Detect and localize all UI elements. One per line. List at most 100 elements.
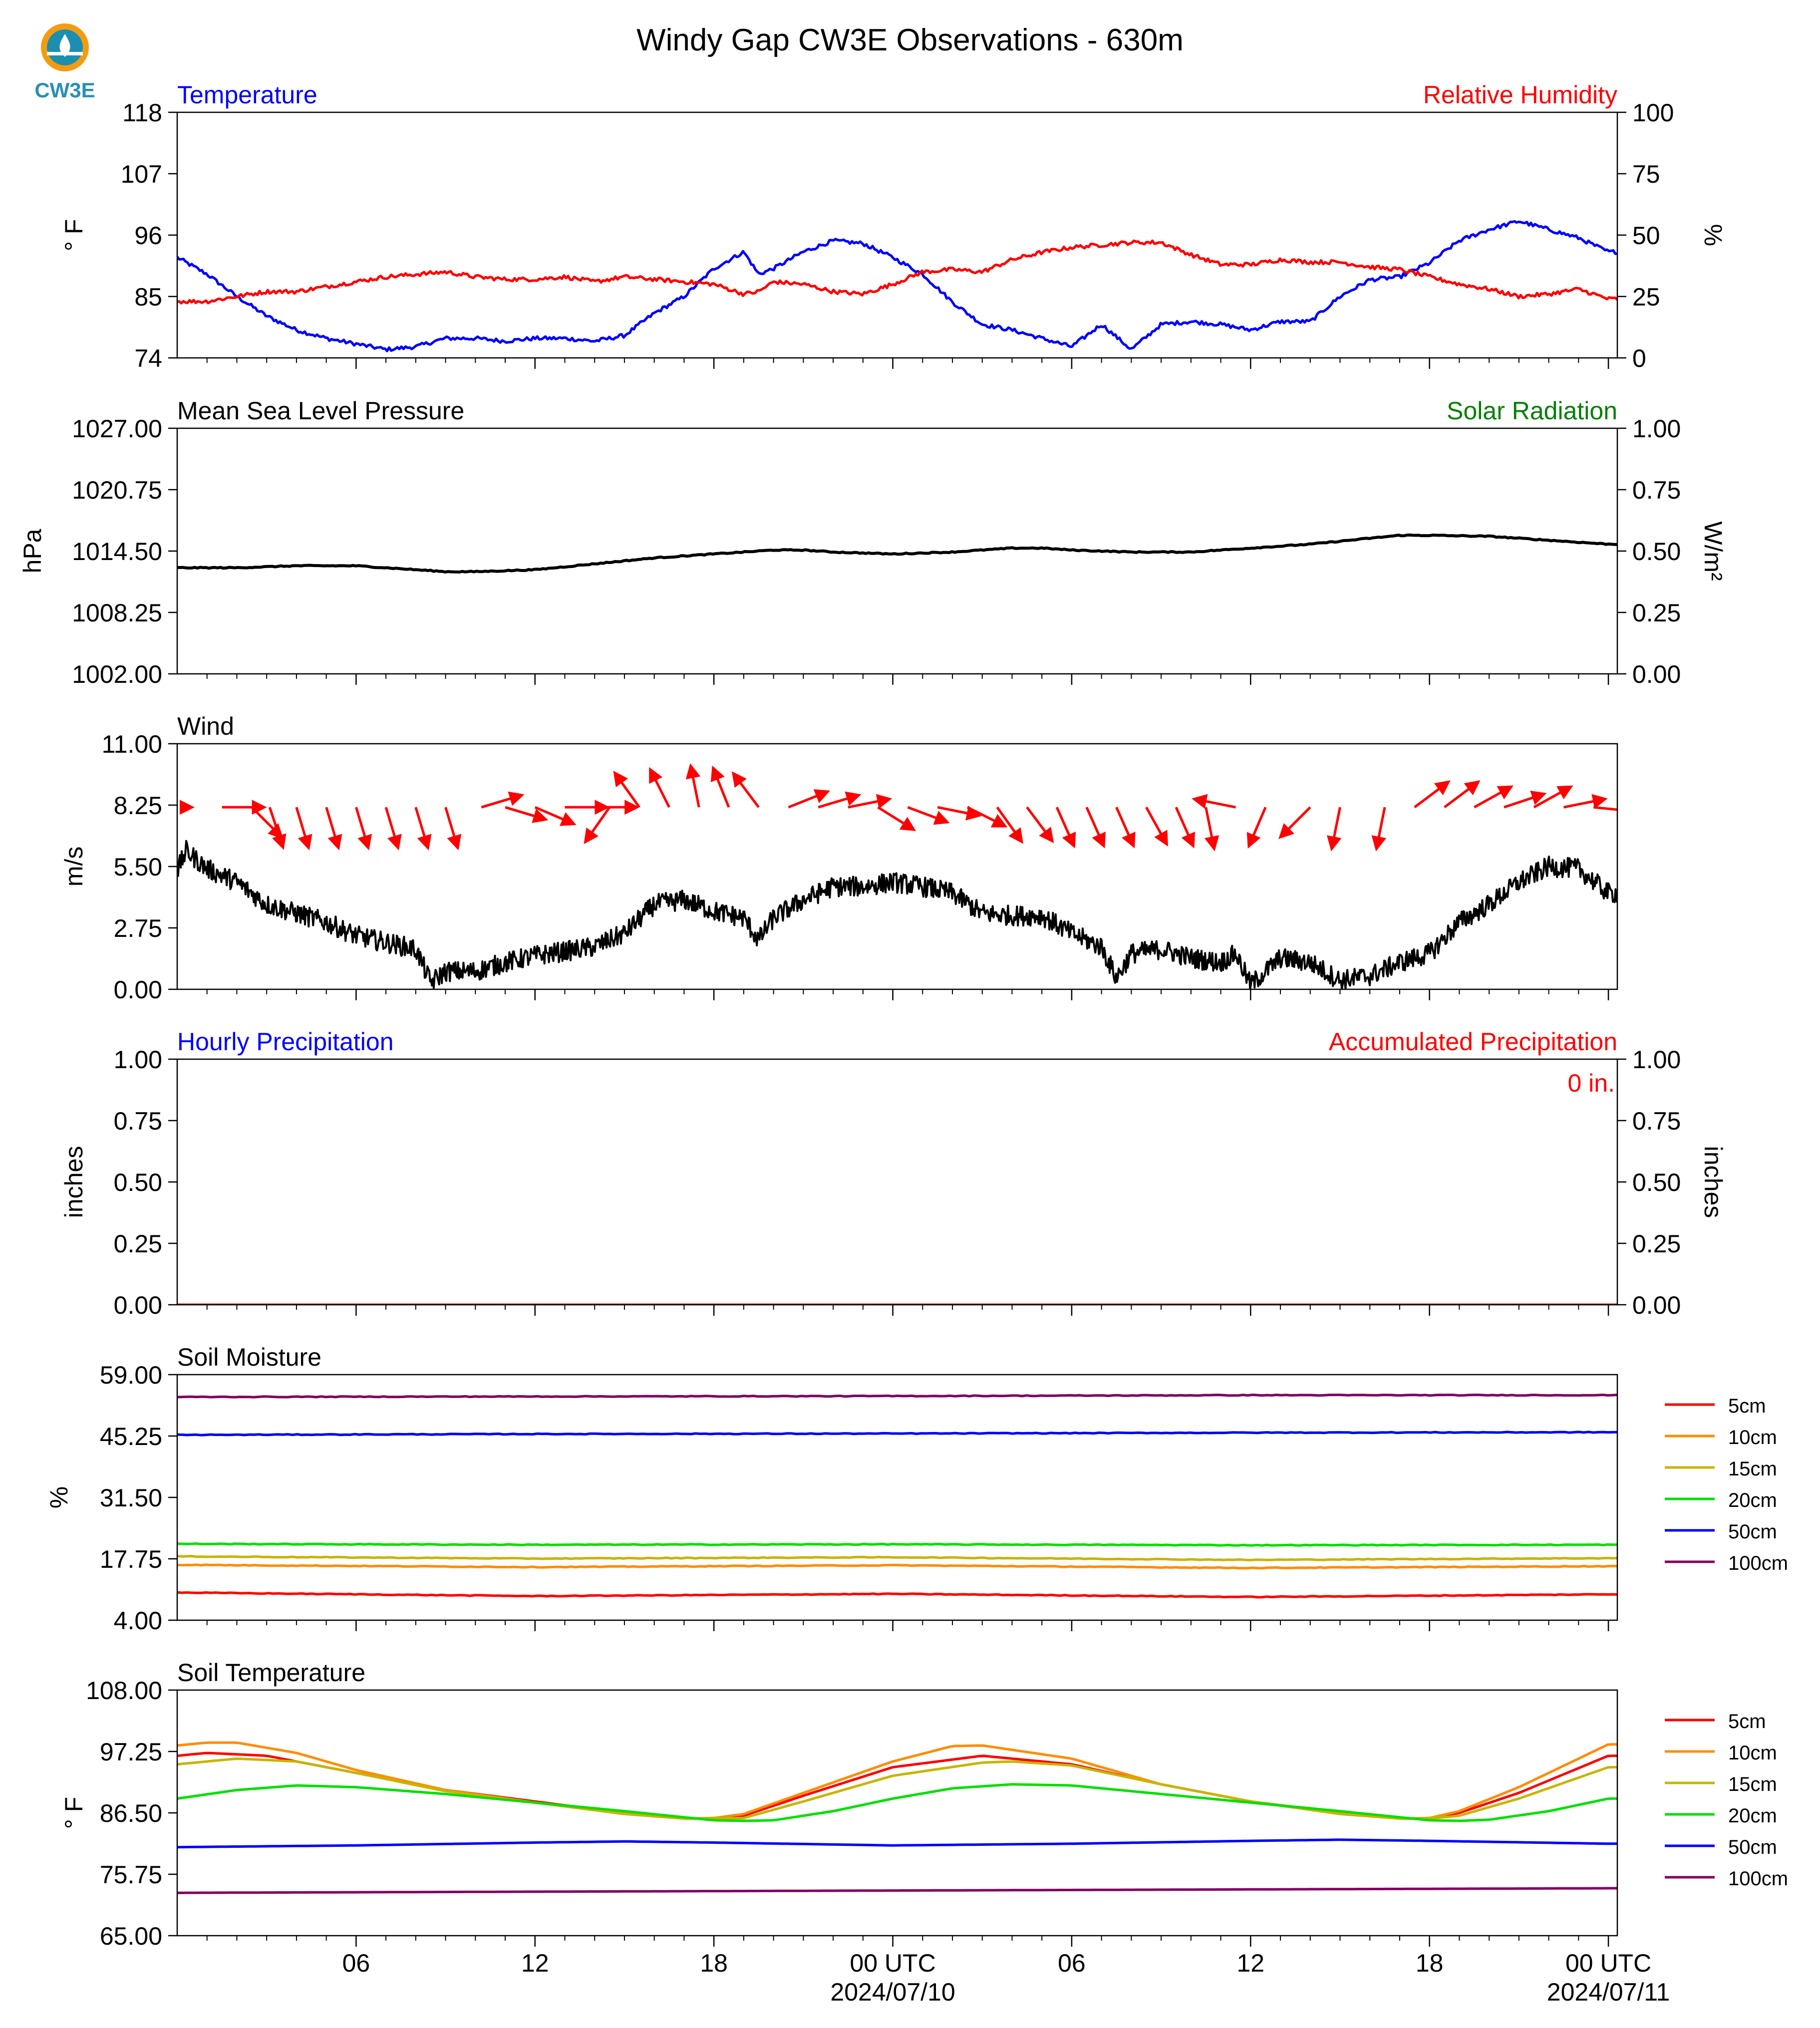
y-tick-label: 45.25 <box>100 1423 162 1450</box>
x-tick-label: 12 <box>1236 1949 1264 1977</box>
wind-arrow <box>325 807 342 851</box>
panel-pressure_solar: 1027.00 1020.75 1014.50 1008.25 1002.00 1.00 0… <box>18 397 1727 688</box>
series-line-100cm <box>177 1887 1617 1894</box>
panel-precip: 1.00 0.75 0.50 0.25 0.00 1.00 0.75 0.50 0.25 0.00… <box>60 1028 1727 1319</box>
y-axis-label: % <box>45 1486 73 1508</box>
y-tick-label: 0.00 <box>114 976 162 1004</box>
wind-arrow <box>818 791 862 809</box>
legend-label: 50cm <box>1728 1836 1777 1858</box>
y-tick-label: 86.50 <box>100 1799 162 1827</box>
y-tick-label: 4.00 <box>114 1607 162 1635</box>
panel-title-right: Accumulated Precipitation <box>1329 1028 1617 1056</box>
series-line-temperature <box>177 220 1617 352</box>
panel-wind: 11.00 8.25 5.50 2.75 0.00 m/s Wind <box>60 712 1618 1004</box>
y-axis-label: hPa <box>18 529 46 573</box>
wind-arrow <box>1085 807 1106 849</box>
y-tick-label-right: 1.00 <box>1632 415 1681 443</box>
y-tick-label-right: 50 <box>1632 222 1660 250</box>
x-tick-label: 18 <box>1416 1949 1444 1977</box>
y-tick-label: 96 <box>134 222 162 250</box>
y-tick-label-right: 0.00 <box>1632 660 1681 688</box>
y-tick-label: 107 <box>121 160 162 188</box>
wind-arrow <box>685 763 701 808</box>
logo-drop-icon <box>59 34 70 57</box>
wind-arrow <box>1327 807 1342 852</box>
panel-title-left: Soil Moisture <box>177 1343 321 1371</box>
legend-label: 5cm <box>1728 1711 1766 1733</box>
wind-arrow <box>1474 785 1514 809</box>
wind-arrow <box>481 791 525 809</box>
y-tick-label: 5.50 <box>114 853 162 881</box>
y-tick-label-right: 0 <box>1632 344 1646 372</box>
y-tick-label: 1.00 <box>114 1046 162 1074</box>
legend-label: 50cm <box>1728 1521 1777 1543</box>
y-axis-label-right: inches <box>1699 1146 1727 1218</box>
panel-title-left: Hourly Precipitation <box>177 1028 394 1056</box>
series-group <box>177 1394 1617 1599</box>
y-tick-label: 108.00 <box>86 1677 162 1705</box>
y-axis-label: ° F <box>60 1797 88 1829</box>
y-tick-label: 17.75 <box>100 1545 162 1573</box>
y-tick-label-right: 100 <box>1632 99 1674 127</box>
y-axis-label: m/s <box>60 847 88 887</box>
x-date-label: 2024/07/11 <box>1547 1978 1670 2006</box>
wind-arrow <box>505 806 549 823</box>
wind-arrow <box>1414 780 1451 809</box>
wind-arrow <box>1192 794 1236 809</box>
wind-arrow <box>1115 807 1136 849</box>
series-group <box>177 1741 1617 1894</box>
plot-frame <box>176 1689 1618 1937</box>
series-line-15cm <box>177 1757 1617 1820</box>
wind-arrow <box>710 765 730 808</box>
panel-title-left: Soil Temperature <box>177 1659 365 1687</box>
panel-title-left: Temperature <box>177 81 317 109</box>
y-tick-label: 1002.00 <box>72 660 162 688</box>
panel-temp_rh: 118 107 96 85 74 100 75 50 25 0 ° F % Temperature Rel… <box>60 81 1727 372</box>
y-tick-label: 31.50 <box>100 1484 162 1512</box>
legend-label: 20cm <box>1728 1489 1777 1511</box>
wind-arrow <box>1175 807 1196 849</box>
plot-frame <box>176 1058 1618 1306</box>
y-tick-label-right: 1.00 <box>1632 1046 1681 1074</box>
series-line-wind <box>177 840 1617 989</box>
wind-arrow <box>355 807 372 851</box>
legend-label: 100cm <box>1728 1868 1788 1890</box>
wind-arrow <box>788 789 831 809</box>
y-tick-label: 118 <box>122 99 162 127</box>
series-line-5cm <box>177 1591 1617 1599</box>
y-tick-label: 85 <box>134 283 162 311</box>
wind-arrow <box>1593 806 1617 811</box>
wind-arrow <box>613 771 640 808</box>
plot-frame <box>176 111 1618 359</box>
plot-frame <box>176 1374 1618 1621</box>
plot-frame <box>176 743 1618 990</box>
legend-label: 20cm <box>1728 1805 1777 1827</box>
y-tick-label: 1008.25 <box>72 599 162 627</box>
wind-arrow <box>1145 807 1168 847</box>
x-tick-label: 18 <box>700 1949 728 1977</box>
x-tick-label: 00 UTC <box>1565 1949 1651 1977</box>
logo-text: CW3E <box>34 78 95 102</box>
x-tick-label: 00 UTC <box>850 1949 935 1977</box>
series-line-mean-sea-level-pressure <box>177 533 1617 574</box>
y-tick-label: 8.25 <box>114 792 162 820</box>
legend-label: 15cm <box>1728 1458 1777 1480</box>
x-tick-label: 06 <box>342 1949 370 1977</box>
y-tick-label-right: 0.50 <box>1632 538 1681 566</box>
panel-soil_temp: 108.00 97.25 86.50 75.75 65.00 ° F Soil Temper… <box>60 1659 1788 1950</box>
y-tick-label: 0.75 <box>114 1107 162 1135</box>
y-tick-label: 0.25 <box>114 1230 162 1258</box>
legend-label: 10cm <box>1728 1427 1777 1449</box>
y-axis-label-right: W/m² <box>1699 521 1727 580</box>
wind-arrow <box>295 807 312 851</box>
wind-arrow <box>731 771 760 808</box>
y-tick-label: 2.75 <box>114 914 162 942</box>
legend-label: 100cm <box>1728 1552 1788 1574</box>
y-tick-label-right: 0.25 <box>1632 599 1681 627</box>
y-tick-label: 1014.50 <box>72 538 162 566</box>
series-line-50cm <box>177 1838 1617 1849</box>
accumulated-total-label: 0 in. <box>1567 1069 1615 1097</box>
series-line-relative-humidity <box>177 239 1617 304</box>
x-tick-label: 06 <box>1058 1949 1086 1977</box>
